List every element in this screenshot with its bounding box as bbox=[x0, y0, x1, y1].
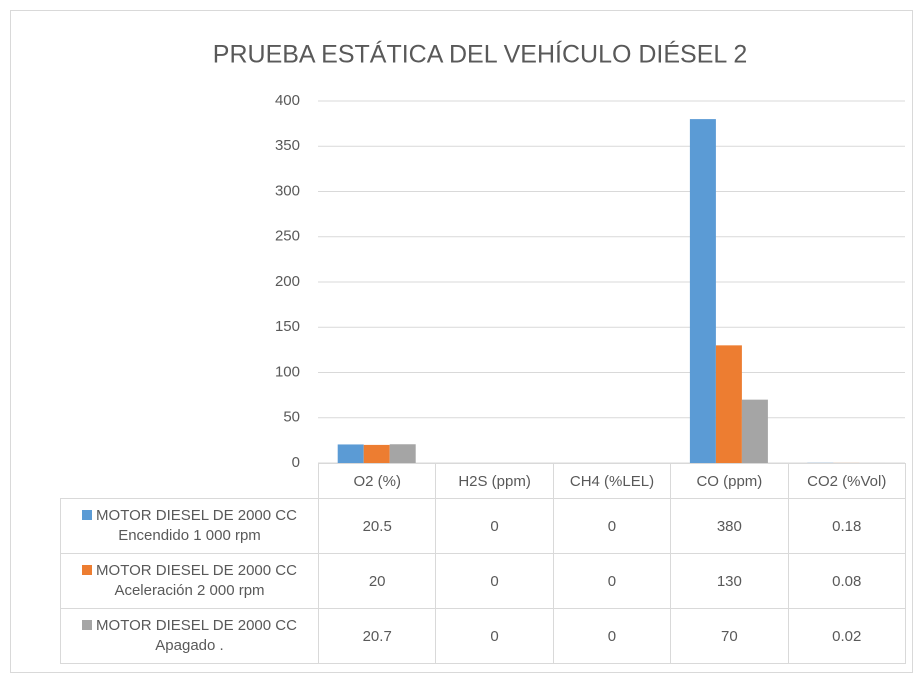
bar bbox=[689, 119, 716, 463]
table-value: 0 bbox=[435, 498, 554, 554]
corner-cell bbox=[60, 463, 319, 499]
table-value: 0.18 bbox=[787, 498, 906, 554]
y-tick-label: 250 bbox=[275, 228, 300, 245]
y-tick-label: 350 bbox=[275, 137, 300, 154]
table-value: 70 bbox=[670, 608, 789, 664]
table-value: 20.7 bbox=[317, 608, 437, 664]
category-label: O2 (%) bbox=[317, 463, 437, 499]
y-tick-label: 150 bbox=[275, 318, 300, 335]
y-tick-label: 400 bbox=[275, 92, 300, 109]
series-row: MOTOR DIESEL DE 2000 CC Aceleración 2 00… bbox=[60, 553, 906, 609]
table-value: 20 bbox=[317, 553, 437, 609]
chart-border bbox=[10, 10, 913, 673]
table-value: 380 bbox=[670, 498, 789, 554]
category-label: CO (ppm) bbox=[670, 463, 789, 499]
y-tick-label: 50 bbox=[283, 409, 300, 426]
legend-key bbox=[82, 565, 93, 575]
table-value: 0 bbox=[552, 608, 672, 664]
chart-title: PRUEBA ESTÁTICA DEL VEHÍCULO DIÉSEL 2 bbox=[213, 40, 747, 69]
table-value: 0.08 bbox=[787, 553, 906, 609]
category-label: H2S (ppm) bbox=[435, 463, 554, 499]
series-row: MOTOR DIESEL DE 2000 CC Encendido 1 000 … bbox=[60, 498, 906, 554]
header-row: O2 (%) H2S (ppm) CH4 (%LEL) CO (ppm) CO2 (%V… bbox=[60, 463, 906, 499]
table-value: 0 bbox=[552, 553, 672, 609]
legend-label: MOTOR DIESEL DE 2000 CC Encendido 1 000 … bbox=[96, 507, 297, 544]
legend-cell: MOTOR DIESEL DE 2000 CC Aceleración 2 00… bbox=[60, 553, 319, 609]
legend-key bbox=[82, 510, 93, 520]
y-tick-label: 200 bbox=[275, 273, 300, 290]
table-value: 20.5 bbox=[317, 498, 437, 554]
legend-cell: MOTOR DIESEL DE 2000 CC Apagado . bbox=[60, 608, 319, 664]
bar bbox=[389, 444, 416, 463]
table-value: 0 bbox=[435, 553, 554, 609]
legend-label: MOTOR DIESEL DE 2000 CC Aceleración 2 00… bbox=[96, 562, 297, 599]
table-value: 0 bbox=[552, 498, 672, 554]
legend-key bbox=[82, 620, 93, 630]
bar bbox=[363, 444, 390, 463]
data-table: O2 (%) H2S (ppm) CH4 (%LEL) CO (ppm) CO2 (%V… bbox=[60, 463, 906, 664]
table-value: 0.02 bbox=[787, 608, 906, 664]
bar bbox=[741, 399, 768, 463]
y-tick-label: 0 bbox=[292, 454, 300, 471]
y-tick-label: 300 bbox=[275, 182, 300, 199]
table-value: 0 bbox=[435, 608, 554, 664]
y-tick-label: 100 bbox=[275, 363, 300, 380]
bar bbox=[715, 345, 742, 463]
series-row: MOTOR DIESEL DE 2000 CC Apagado . 20.7 0 0 7… bbox=[60, 608, 906, 664]
legend-cell: MOTOR DIESEL DE 2000 CC Encendido 1 000 … bbox=[60, 498, 319, 554]
bar bbox=[337, 444, 364, 463]
legend-label: MOTOR DIESEL DE 2000 CC Apagado . bbox=[96, 617, 297, 654]
table-value: 130 bbox=[670, 553, 789, 609]
category-label: CO2 (%Vol) bbox=[787, 463, 906, 499]
category-label: CH4 (%LEL) bbox=[552, 463, 672, 499]
